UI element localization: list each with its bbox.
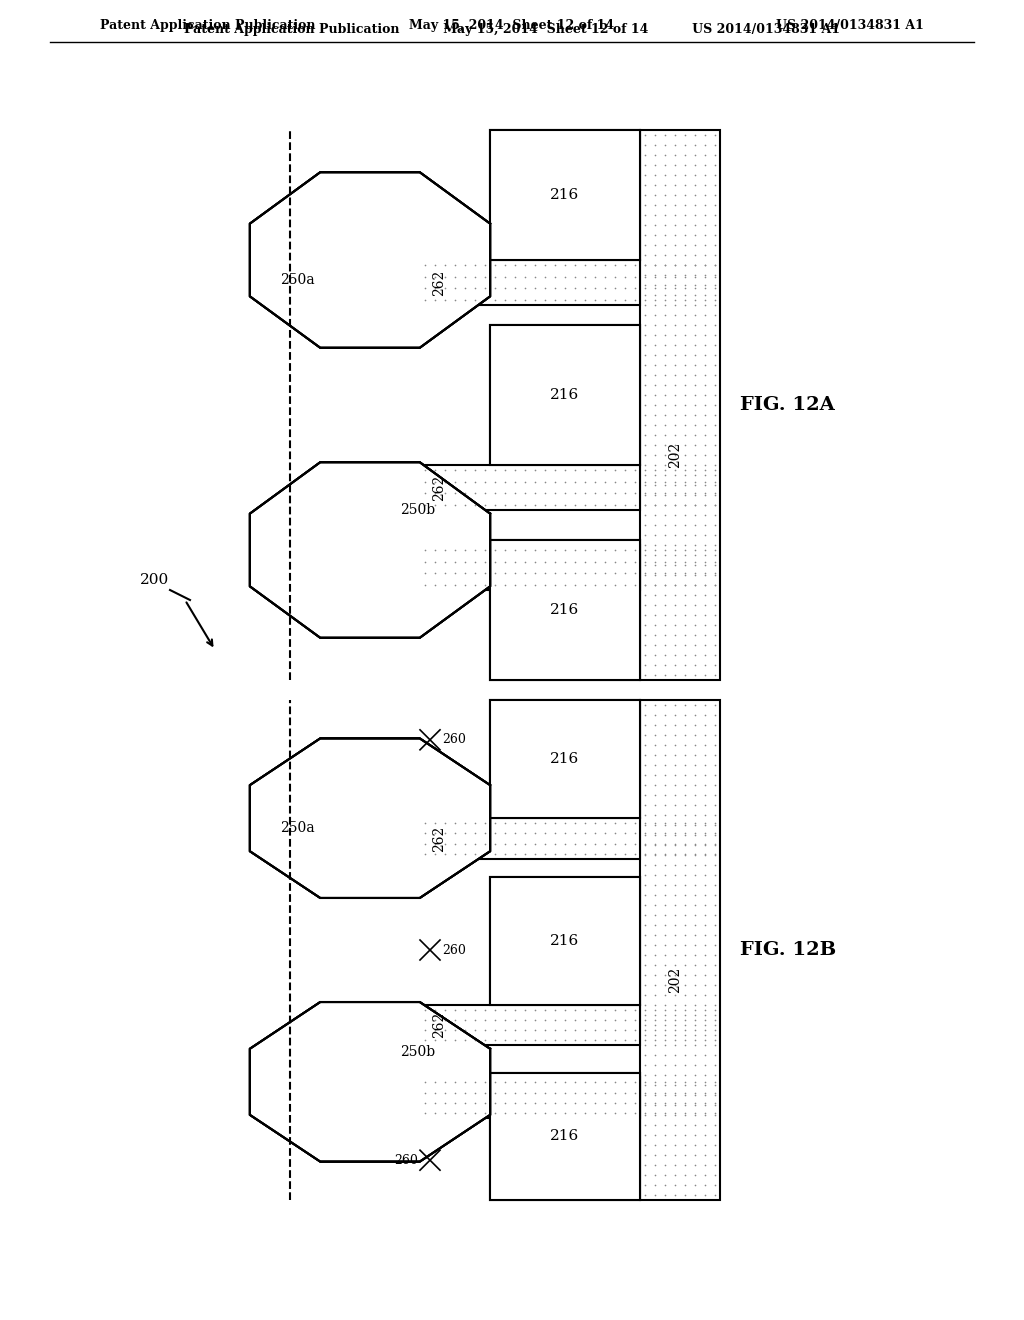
Bar xyxy=(640,129,720,680)
Polygon shape xyxy=(340,899,450,1001)
Text: 260: 260 xyxy=(442,944,466,957)
Polygon shape xyxy=(250,462,490,638)
Polygon shape xyxy=(250,738,490,898)
Bar xyxy=(490,878,640,1005)
Bar xyxy=(420,1077,640,1118)
Bar xyxy=(490,700,640,818)
Polygon shape xyxy=(250,172,490,347)
Text: US 2014/0134831 A1: US 2014/0134831 A1 xyxy=(776,18,924,32)
Polygon shape xyxy=(250,172,490,347)
Text: 216: 216 xyxy=(550,752,580,766)
Bar xyxy=(490,878,640,1005)
Text: Patent Application Publication          May 15, 2014  Sheet 12 of 14          US: Patent Application Publication May 15, 2… xyxy=(184,24,840,37)
Text: 250b: 250b xyxy=(400,503,435,517)
Text: FIG. 12A: FIG. 12A xyxy=(740,396,835,414)
Polygon shape xyxy=(250,1002,490,1162)
Bar xyxy=(640,700,720,1200)
Bar xyxy=(420,260,640,305)
Bar xyxy=(420,818,640,859)
Bar xyxy=(490,540,640,680)
Text: 200: 200 xyxy=(140,573,170,587)
Text: 250b: 250b xyxy=(400,1045,435,1059)
Text: 260: 260 xyxy=(442,734,466,746)
Bar xyxy=(490,540,640,680)
Text: May 15, 2014  Sheet 12 of 14: May 15, 2014 Sheet 12 of 14 xyxy=(410,18,614,32)
Bar xyxy=(420,545,640,590)
Text: 216: 216 xyxy=(550,935,580,948)
Text: 250a: 250a xyxy=(281,273,315,286)
Bar xyxy=(490,129,640,260)
Text: Patent Application Publication: Patent Application Publication xyxy=(100,18,315,32)
Text: 262: 262 xyxy=(432,269,446,296)
Bar xyxy=(420,1005,640,1045)
Bar xyxy=(490,1073,640,1200)
Text: 262: 262 xyxy=(432,1012,446,1038)
Text: 250a: 250a xyxy=(281,821,315,836)
Text: 202: 202 xyxy=(668,966,682,993)
Bar xyxy=(490,129,640,260)
Polygon shape xyxy=(250,462,490,638)
Bar xyxy=(490,325,640,465)
Text: 216: 216 xyxy=(550,603,580,616)
Text: 202: 202 xyxy=(668,442,682,469)
Bar xyxy=(490,700,640,818)
Bar xyxy=(490,325,640,465)
Polygon shape xyxy=(355,350,445,459)
Text: 262: 262 xyxy=(432,825,446,851)
Polygon shape xyxy=(250,738,490,898)
Text: 216: 216 xyxy=(550,1130,580,1143)
Text: 216: 216 xyxy=(550,187,580,202)
Bar xyxy=(420,465,640,510)
Bar xyxy=(490,1073,640,1200)
Text: 262: 262 xyxy=(432,474,446,500)
Text: 216: 216 xyxy=(550,388,580,403)
Text: FIG. 12B: FIG. 12B xyxy=(740,941,837,960)
Text: 260: 260 xyxy=(394,1154,418,1167)
Polygon shape xyxy=(250,1002,490,1162)
